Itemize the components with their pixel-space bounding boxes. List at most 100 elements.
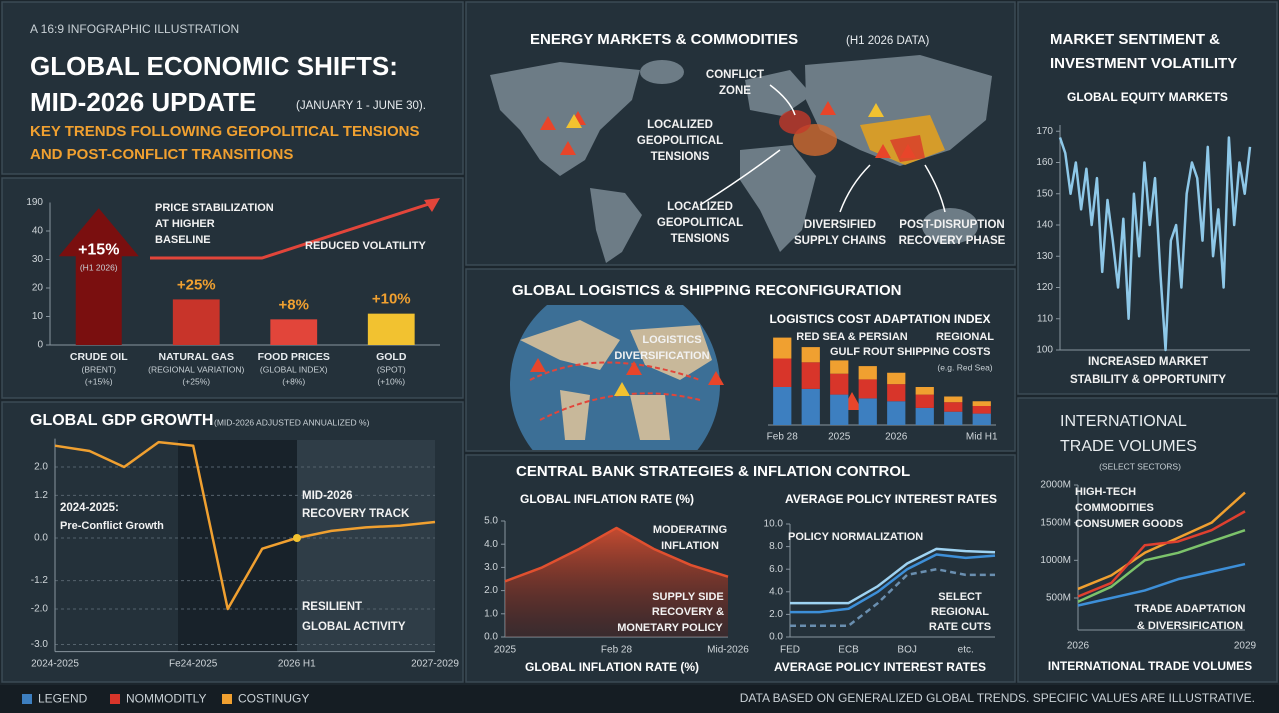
title: MID-2026 UPDATE: [30, 87, 256, 117]
y-tick-label: 0.0: [769, 632, 783, 643]
data-line: [790, 547, 996, 605]
annotation: REDUCED VOLATILITY: [305, 240, 426, 252]
annotation: POLICY NORMALIZATION: [788, 531, 923, 543]
globe-label: DIVERSIFICATION: [614, 350, 709, 362]
annotation: MONETARY POLICY: [617, 622, 723, 634]
x-tick-label: BOJ: [897, 645, 916, 656]
y-tick-label: 150: [1036, 188, 1053, 199]
map-label: POST-DISRUPTION: [899, 219, 1004, 231]
bar-segment: [773, 358, 792, 387]
x-tick-label: 2024-2025: [31, 659, 79, 670]
map-label: GEOPOLITICAL: [637, 135, 723, 147]
x-tick-label: Fe24-2025: [169, 659, 218, 670]
y-tick-label: 1500M: [1040, 517, 1071, 528]
x-tick-label: Feb 28: [601, 645, 633, 656]
x-tick-label: 2027-2029: [411, 659, 459, 670]
bar: [172, 299, 220, 345]
category-sublabel: (BRENT): [82, 364, 117, 374]
x-tick-label: Feb 28: [767, 432, 799, 443]
title: GLOBAL ECONOMIC SHIFTS:: [30, 51, 398, 81]
category-sublabel: (REGIONAL VARIATION): [148, 364, 244, 374]
area: [505, 527, 728, 637]
series-label: HIGH-TECH: [1075, 486, 1136, 498]
panel-title: GLOBAL LOGISTICS & SHIPPING RECONFIGURAT…: [512, 282, 901, 299]
annotation: RATE CUTS: [929, 621, 991, 633]
x-tick-label: 2026: [1067, 641, 1090, 652]
map-label: GEOPOLITICAL: [657, 217, 743, 229]
shade-conflict: [178, 440, 297, 652]
annotation: GULF ROUT: [830, 346, 894, 358]
bar-segment: [830, 373, 849, 395]
annotation: BASELINE: [155, 234, 211, 246]
annotation: RESILIENT: [302, 601, 362, 613]
annotation: (e.g. Red Sea): [937, 362, 992, 372]
y-tick-label: 10.0: [764, 519, 784, 530]
kicker: A 16:9 INFOGRAPHIC ILLUSTRATION: [30, 22, 239, 36]
x-tick-label: 2025: [828, 432, 851, 443]
map-label: LOCALIZED: [667, 201, 733, 213]
legend-swatch: [22, 694, 32, 704]
trend-arrow-head: [424, 198, 440, 212]
y-tick-label: 3.0: [484, 562, 498, 573]
chart-title: INTERNATIONAL: [1060, 413, 1187, 430]
annotation: INFLATION: [661, 540, 719, 552]
x-tick-label: FOOD PRICES: [258, 351, 330, 363]
y-tick-label: -1.2: [31, 575, 49, 586]
y-tick-label: 140: [1036, 220, 1053, 231]
category-note: (+8%): [282, 376, 305, 386]
chart-title: LOGISTICS COST ADAPTATION INDEX: [769, 312, 990, 326]
y-tick-label: 100: [1036, 345, 1053, 356]
y-tick-label: 1000M: [1040, 555, 1071, 566]
bar-segment: [972, 413, 991, 425]
annotation: MODERATING: [653, 524, 727, 536]
bar-segment: [915, 407, 934, 425]
map-label: CONFLICT: [706, 69, 764, 81]
annotation: REGIONAL: [936, 331, 994, 343]
change-label: +10%: [372, 291, 411, 308]
annotation: SHIPPING COSTS: [897, 346, 991, 358]
globe-label: LOGISTICS: [642, 334, 701, 346]
annotation: 2024-2025:: [60, 502, 119, 514]
data-line: [504, 526, 729, 583]
x-tick-label: 2026: [885, 432, 908, 443]
data-line: [790, 553, 996, 614]
bar-segment: [830, 360, 849, 374]
chart-title: INVESTMENT VOLATILITY: [1050, 55, 1237, 72]
y-tick-label: 170: [1036, 126, 1053, 137]
y-tick-label: 0.0: [34, 533, 48, 544]
data-line: [1058, 136, 1252, 352]
bar-segment: [944, 402, 963, 412]
category-note: (+25%): [182, 376, 210, 386]
y-tick-label: 500M: [1046, 593, 1071, 604]
x-tick-label: 2026 H1: [278, 659, 316, 670]
map-label: TENSIONS: [651, 151, 710, 163]
x-tick-label: Mid-2026: [707, 645, 749, 656]
annotation: (H1 2026): [80, 262, 118, 272]
y-tick-label: 20: [32, 283, 44, 294]
annotation: PRICE STABILIZATION: [155, 202, 274, 214]
x-tick-label: FED: [780, 645, 800, 656]
bar-segment: [944, 411, 963, 425]
globe: [510, 305, 724, 450]
y-tick-label: 160: [1036, 157, 1053, 168]
y-tick-label: 2.0: [484, 585, 498, 596]
y-tick-label: 190: [26, 197, 43, 208]
header-panel: [1, 1, 464, 175]
chart-title: TRADE VOLUMES: [1060, 438, 1197, 455]
x-tick-label: NATURAL GAS: [159, 351, 234, 363]
y-tick-label: 1.0: [484, 608, 498, 619]
category-note: (+10%): [377, 376, 405, 386]
change-label: +25%: [177, 276, 216, 293]
map-label: RECOVERY PHASE: [899, 235, 1006, 247]
annotation: MID-2026: [302, 490, 353, 502]
panel-title: CENTRAL BANK STRATEGIES & INFLATION CONT…: [516, 463, 910, 480]
annotation: STABILITY & OPPORTUNITY: [1070, 374, 1226, 386]
bar-segment: [915, 387, 934, 395]
annotation: INCREASED MARKET: [1088, 356, 1208, 368]
y-tick-label: 6.0: [769, 564, 783, 575]
subtitle: AND POST-CONFLICT TRANSITIONS: [30, 146, 293, 163]
y-tick-label: 5.0: [484, 516, 498, 527]
data-line: [1077, 562, 1246, 607]
bar-segment: [830, 394, 849, 425]
